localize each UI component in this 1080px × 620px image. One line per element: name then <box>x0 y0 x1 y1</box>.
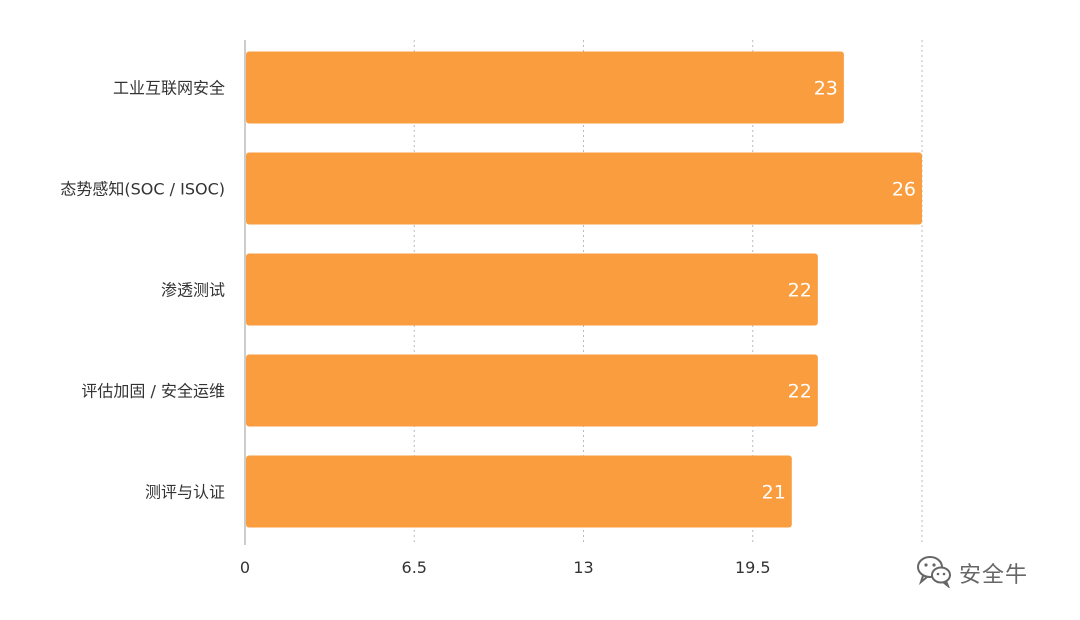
category-label: 态势感知(SOC / ISOC) <box>60 180 225 199</box>
data-label: 26 <box>892 179 916 201</box>
wechat-icon <box>915 554 953 592</box>
data-label: 22 <box>788 381 812 403</box>
data-label: 22 <box>788 280 812 302</box>
category-label: 测评与认证 <box>145 483 225 502</box>
x-tick-label: 13 <box>573 558 593 577</box>
data-label: 23 <box>814 78 838 100</box>
bar <box>246 354 818 427</box>
x-tick-label: 0 <box>240 558 250 577</box>
labels: 0 6.5 13 19.5 23 工业互联网安全 26 态势感知(SOC / ISOC) 22 渗… <box>60 78 916 578</box>
x-tick-label: 19.5 <box>735 558 771 577</box>
category-label: 评估加固 / 安全运维 <box>81 382 225 401</box>
category-label: 渗透测试 <box>161 281 225 300</box>
data-label: 21 <box>762 482 786 504</box>
x-tick-label: 6.5 <box>402 558 427 577</box>
bar <box>246 51 844 124</box>
watermark: 安全牛 <box>915 553 1065 593</box>
bar <box>246 455 792 528</box>
bars <box>246 51 922 528</box>
category-label: 工业互联网安全 <box>113 79 225 98</box>
bar <box>246 253 818 326</box>
bar <box>246 152 922 225</box>
watermark-text: 安全牛 <box>959 563 1029 588</box>
